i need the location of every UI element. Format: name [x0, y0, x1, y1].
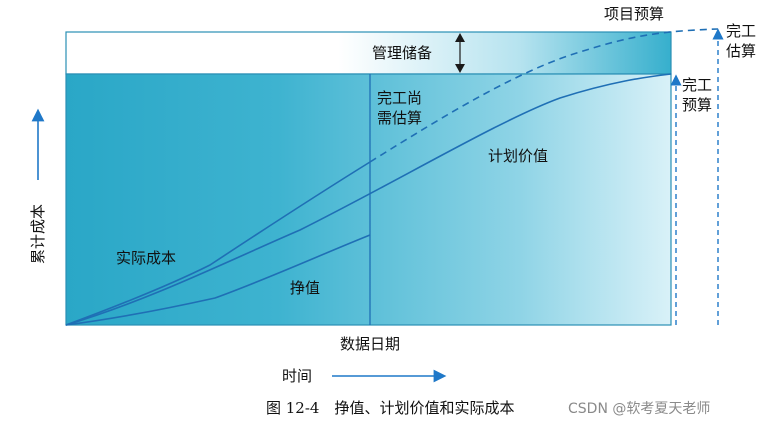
eac-label-line1: 完工 [726, 22, 756, 40]
management-reserve-band [65, 31, 672, 75]
management-reserve-label: 管理储备 [372, 44, 432, 62]
etc-label-line1: 完工尚 [377, 89, 422, 107]
project-budget-label: 项目预算 [604, 5, 664, 23]
etc-label-line2: 需估算 [377, 109, 422, 127]
planned-value-label: 计划价值 [488, 147, 548, 165]
actual-cost-label: 实际成本 [116, 249, 176, 267]
x-axis-label: 时间 [282, 367, 312, 385]
actual-cost-curve [65, 161, 371, 326]
bac-label-line1: 完工 [682, 76, 712, 94]
planned-value-curve [65, 73, 672, 326]
figure-caption: 图 12-4 挣值、计划价值和实际成本 [266, 399, 514, 417]
reserve-arrow-down-icon [455, 64, 465, 73]
reserve-arrow-up-icon [455, 33, 465, 42]
estimate-to-complete-curve [369, 28, 719, 163]
bac-label-line2: 预算 [682, 96, 712, 114]
earned-value-curve [65, 234, 371, 326]
eac-label-line2: 估算 [726, 42, 756, 60]
budget-area [65, 73, 672, 326]
watermark: CSDN @软考夏天老师 [568, 401, 710, 417]
y-axis-label: 累计成本 [29, 204, 47, 264]
data-date-label: 数据日期 [340, 335, 400, 353]
earned-value-label: 挣值 [290, 279, 320, 297]
